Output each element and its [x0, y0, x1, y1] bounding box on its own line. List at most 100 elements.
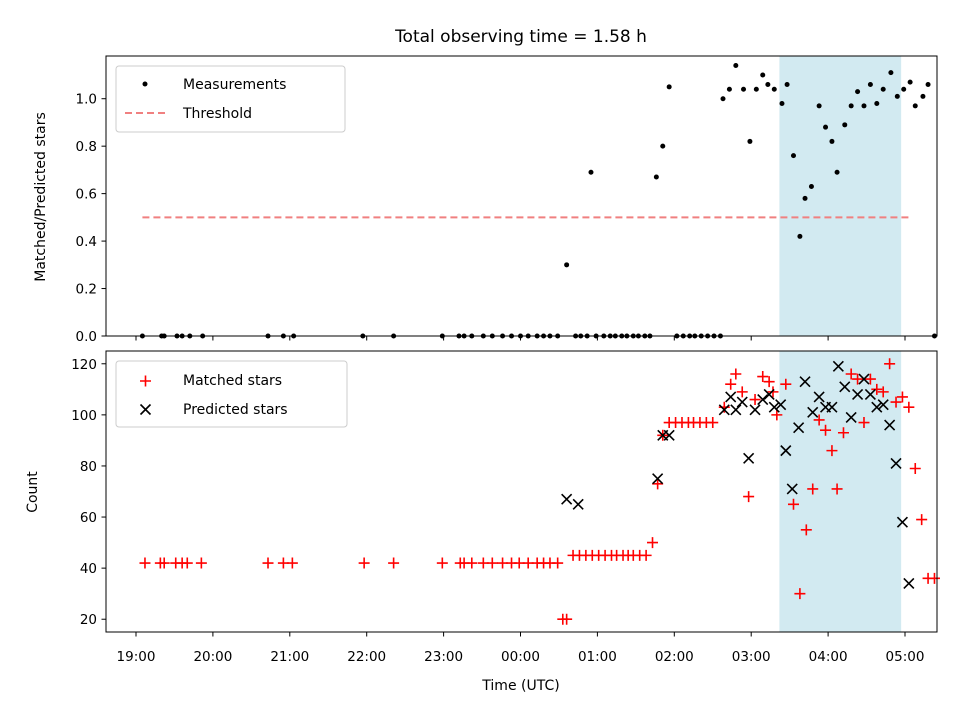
top-observing-window	[779, 56, 902, 336]
predicted-stars-point	[858, 373, 870, 385]
bottom-y-tick-label: 20	[80, 612, 97, 628]
predicted-stars-point	[826, 401, 838, 413]
bottom-y-tick-label: 100	[71, 408, 97, 424]
top-y-tick-label: 1.0	[76, 92, 97, 108]
matched-stars-point	[158, 557, 170, 569]
matched-stars-point	[640, 549, 652, 561]
predicted-stars-point	[832, 360, 844, 372]
measurements-point	[802, 195, 808, 201]
matched-stars-point	[858, 417, 870, 429]
predicted-stars-point	[839, 381, 851, 393]
matched-stars-point	[763, 376, 775, 388]
bottom-y-tick-label: 120	[71, 357, 97, 373]
top-y-axis-ticks: 0.0 0.2 0.4 0.6 0.8 1.0	[76, 92, 106, 345]
predicted-stars-point	[775, 399, 787, 411]
x-tick-label: 22:00	[347, 649, 386, 665]
measurements-point	[741, 86, 747, 92]
x-tick-label: 04:00	[809, 649, 848, 665]
top-panel: Total observing time = 1.58 h 0.00.20.40…	[33, 27, 938, 345]
predicted-stars-point	[864, 388, 876, 400]
x-tick-label: 05:00	[886, 649, 925, 665]
matched-stars-point	[864, 373, 876, 385]
measurements-point	[666, 84, 672, 90]
matched-stars-point	[800, 524, 812, 536]
x-tick-label: 00:00	[501, 649, 540, 665]
matched-stars-point	[928, 572, 940, 584]
bottom-y-axis-label: Count	[25, 471, 41, 513]
matched-stars-point	[771, 409, 783, 421]
predicted-stars-point	[813, 391, 825, 403]
matched-stars-point	[780, 378, 792, 390]
measurements-point	[829, 138, 835, 144]
measurements-point	[808, 184, 814, 190]
matched-stars-point	[916, 514, 928, 526]
matched-stars-point	[787, 498, 799, 510]
predicted-stars-point	[652, 473, 664, 485]
legend-matched-marker	[140, 375, 151, 387]
matched-stars-point	[561, 613, 573, 625]
matched-stars-point	[909, 463, 921, 475]
measurements-point	[816, 103, 822, 109]
bottom-y-tick-label: 80	[80, 459, 97, 475]
matched-stars-point	[552, 557, 564, 569]
bottom-legend: Matched stars Predicted stars	[115, 360, 348, 428]
x-tick-label: 01:00	[578, 649, 617, 665]
predicted-stars-point	[807, 406, 819, 418]
top-y-axis-label: Matched/Predicted stars	[33, 112, 49, 282]
matched-stars-point	[807, 483, 819, 495]
measurements-point	[771, 86, 777, 92]
measurements-point	[842, 122, 848, 128]
measurements-point	[726, 86, 732, 92]
predicted-stars-point	[877, 399, 889, 411]
predicted-stars-point	[890, 457, 902, 469]
top-shaded-interval	[779, 56, 902, 336]
predicted-stars-point	[718, 404, 730, 416]
predicted-stars-point	[799, 376, 811, 388]
measurements-point	[784, 81, 790, 87]
matched-stars-point	[743, 491, 755, 503]
measurements-point	[760, 72, 766, 78]
x-tick-label: 20:00	[193, 649, 232, 665]
predicted-stars-point	[572, 498, 584, 510]
measurements-point	[834, 169, 840, 175]
top-y-tick-label: 0.8	[76, 139, 97, 155]
matched-stars-point	[871, 383, 883, 395]
predicted-stars-point	[763, 388, 775, 400]
top-y-tick-label: 0.0	[76, 329, 97, 345]
matched-stars-point	[725, 378, 737, 390]
bottom-y-tick-label: 60	[80, 510, 97, 526]
predicted-stars-point	[768, 401, 780, 413]
matched-stars-point	[647, 537, 659, 549]
bottom-x-axis-label: Time (UTC)	[481, 678, 559, 694]
legend-measurements-label: Measurements	[183, 77, 286, 93]
measurements-point	[894, 93, 900, 99]
legend-predicted-marker	[139, 403, 152, 416]
predicted-stars-point	[793, 422, 805, 434]
top-panel-frame	[105, 55, 938, 337]
bottom-legend-box	[115, 360, 348, 428]
predicted-stars-point	[845, 411, 857, 423]
x-tick-label: 02:00	[655, 649, 694, 665]
matched-stars-point	[845, 368, 857, 380]
measurements-point	[797, 233, 803, 239]
measurements-point	[848, 103, 854, 109]
matched-stars-point	[730, 368, 742, 380]
bottom-x-axis-ticks: 19:00 20:00 21:00 22:00 23:00 00:00 01:00 02:00…	[117, 632, 925, 665]
legend-measurements-marker	[142, 81, 148, 87]
bottom-plot-area	[139, 358, 940, 625]
matched-stars-point	[837, 427, 849, 439]
predicted-stars-point	[786, 483, 798, 495]
matched-stars-point	[794, 588, 806, 600]
measurements-point	[779, 100, 785, 106]
matched-stars-point	[436, 557, 448, 569]
measurements-point	[920, 93, 926, 99]
measurements-point	[564, 262, 570, 268]
measurements-point	[867, 81, 873, 87]
predicted-stars-point	[730, 404, 742, 416]
matched-stars-point	[139, 557, 151, 569]
predicted-stars-point	[896, 516, 909, 528]
predicted-stars-point	[561, 493, 573, 505]
bottom-shaded-interval	[779, 351, 902, 632]
measurements-point	[888, 70, 894, 76]
matched-stars-point	[831, 483, 843, 495]
